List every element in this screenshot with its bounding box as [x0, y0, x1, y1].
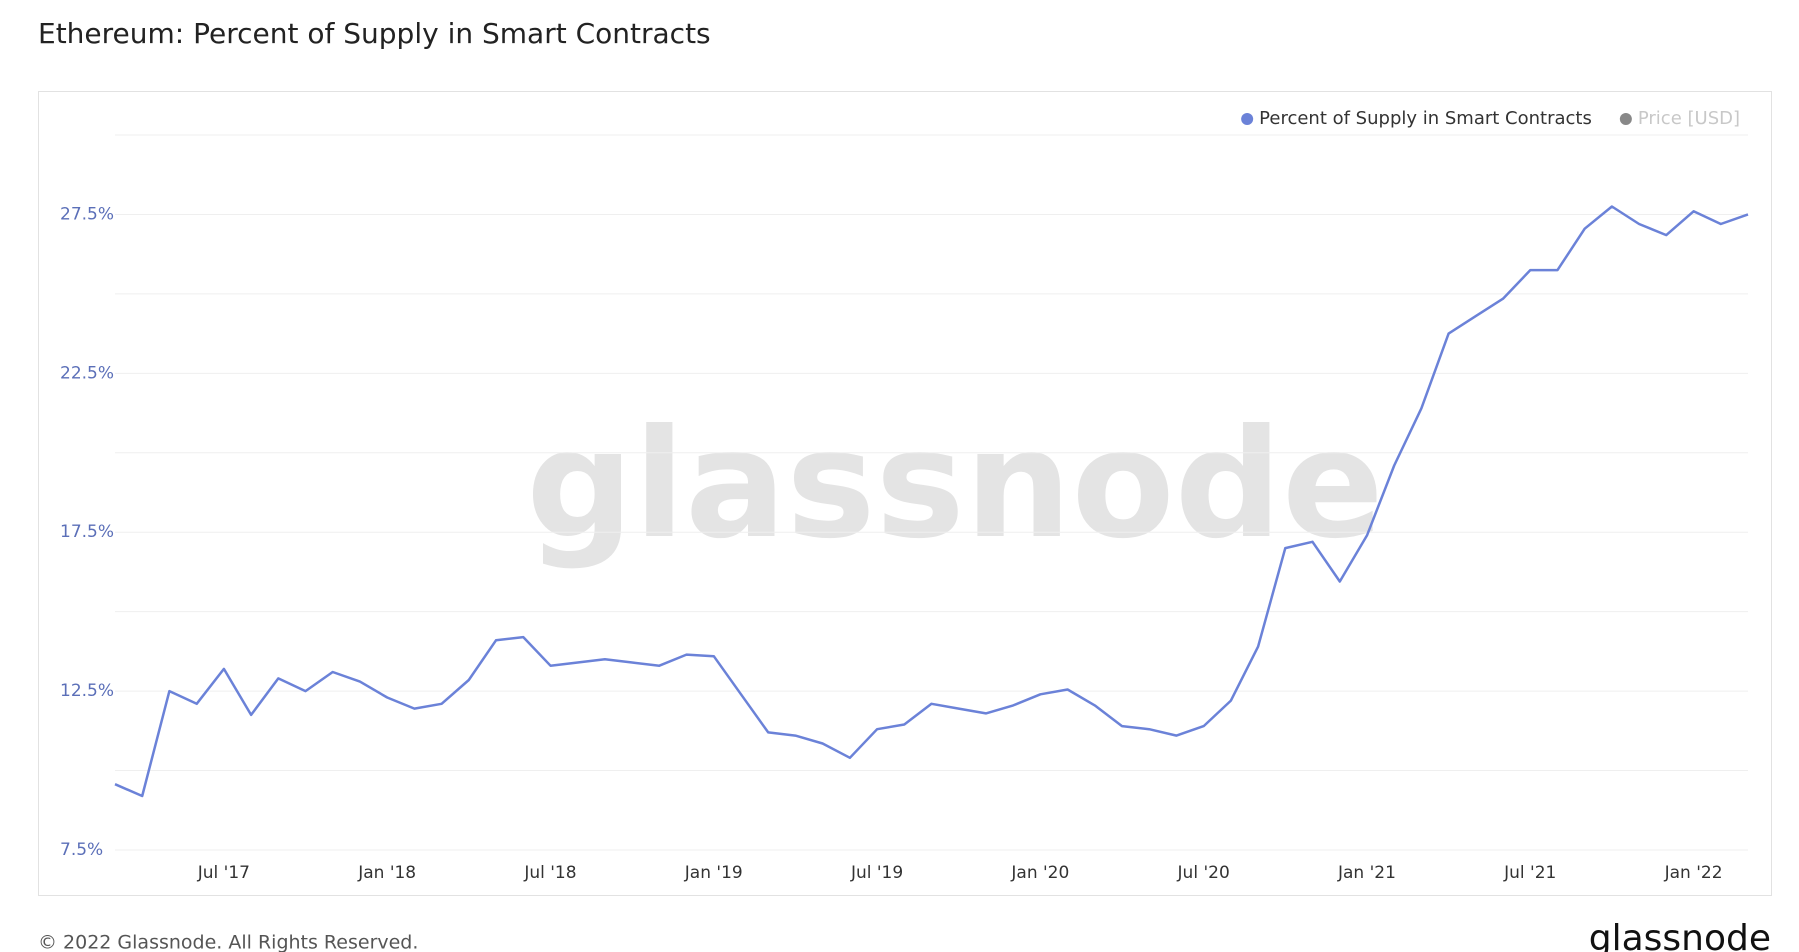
x-tick-label: Jan '20: [1010, 863, 1069, 883]
x-tick-label: Jul '21: [1503, 863, 1556, 883]
brand: glassnode: [1589, 918, 1771, 952]
y-tick-label: 12.5%: [60, 681, 114, 701]
y-tick-label: 7.5%: [60, 840, 103, 860]
line: [114, 205, 1749, 798]
x-tick-label: Jul '19: [850, 863, 903, 883]
x-tick-label: Jan '18: [357, 863, 416, 883]
x-tick-label: Jan '21: [1337, 863, 1396, 883]
y-tick-label: 22.5%: [60, 363, 114, 383]
x-tick-label: Jan '19: [684, 863, 743, 883]
x-tick-label: Jul '17: [197, 863, 250, 883]
legend-label: Price [USD]: [1638, 108, 1740, 129]
x-tick-label: Jul '20: [1177, 863, 1230, 883]
chart-frame: [38, 91, 1772, 896]
legend-label: Percent of Supply in Smart Contracts: [1259, 108, 1592, 129]
watermark: glassnode: [526, 398, 1384, 572]
chart-title: Ethereum: Percent of Supply in Smart Con…: [38, 17, 711, 50]
x-tick-label: Jul '18: [523, 863, 576, 883]
legend-marker: [1241, 113, 1254, 125]
legend-marker: [1619, 113, 1632, 125]
y-tick-label: 27.5%: [60, 204, 114, 224]
y-tick-label: 17.5%: [60, 522, 114, 542]
footer: © 2022 Glassnode. All Rights Reserved.: [38, 932, 418, 952]
x-tick-label: Jan '22: [1664, 863, 1723, 883]
